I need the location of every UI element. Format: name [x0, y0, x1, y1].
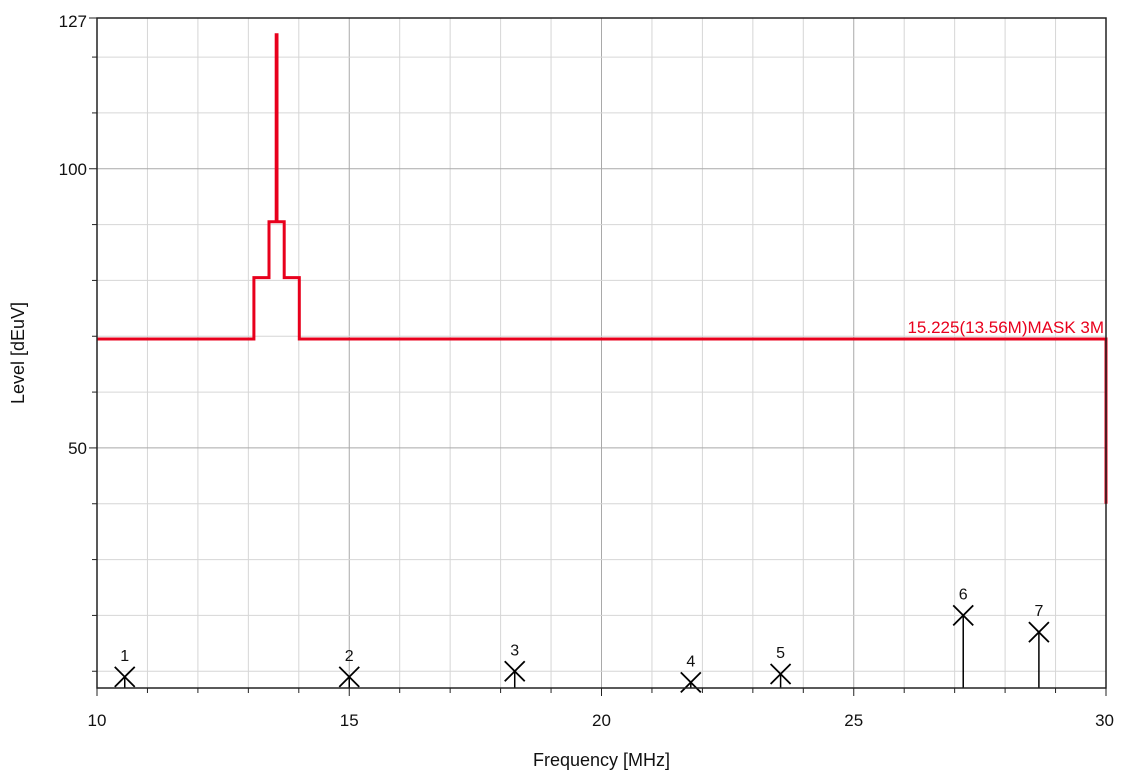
- markers-group: 1 2 3 4 5 6 7: [114, 586, 1050, 694]
- marker-6: 6: [952, 586, 974, 688]
- marker-cross: [504, 660, 526, 682]
- plot-frame: [96, 17, 1107, 689]
- marker-label: 1: [120, 648, 129, 665]
- marker-cross: [1028, 621, 1050, 643]
- marker-label: 3: [510, 642, 519, 659]
- grid: [89, 17, 1107, 696]
- marker-label: 4: [686, 653, 695, 670]
- x-tick-label: 25: [844, 711, 863, 730]
- marker-7: 7: [1028, 603, 1050, 688]
- marker-cross: [952, 604, 974, 627]
- y-tick-label: 127: [59, 12, 87, 31]
- x-tick-label: 20: [592, 711, 611, 730]
- x-tick-label: 30: [1095, 711, 1114, 730]
- x-tick-label: 10: [88, 711, 107, 730]
- marker-label: 7: [1034, 603, 1043, 620]
- marker-label: 6: [959, 586, 968, 603]
- marker-label: 2: [345, 648, 354, 665]
- marker-cross: [680, 671, 702, 694]
- limit-line: [97, 33, 1108, 504]
- marker-2: 2: [338, 648, 360, 688]
- y-axis-label: Level [dEuV]: [8, 302, 28, 404]
- x-tick-labels: 10 15 20 25 30: [88, 711, 1114, 730]
- marker-4: 4: [680, 653, 702, 694]
- marker-5: 5: [769, 645, 792, 688]
- marker-label: 5: [776, 645, 785, 662]
- marker-cross: [338, 666, 360, 688]
- limit-line-group: [97, 33, 1108, 504]
- x-axis-label: Frequency [MHz]: [533, 750, 670, 770]
- y-tick-label: 100: [59, 160, 87, 179]
- marker-cross: [769, 663, 792, 685]
- marker-1: 1: [114, 648, 136, 688]
- x-tick-label: 15: [340, 711, 359, 730]
- limit-line-label: 15.225(13.56M)MASK 3M: [907, 318, 1104, 337]
- marker-3: 3: [504, 642, 526, 688]
- y-tick-label: 50: [68, 439, 87, 458]
- y-tick-labels: 50 100 127: [59, 12, 87, 458]
- marker-cross: [114, 666, 136, 688]
